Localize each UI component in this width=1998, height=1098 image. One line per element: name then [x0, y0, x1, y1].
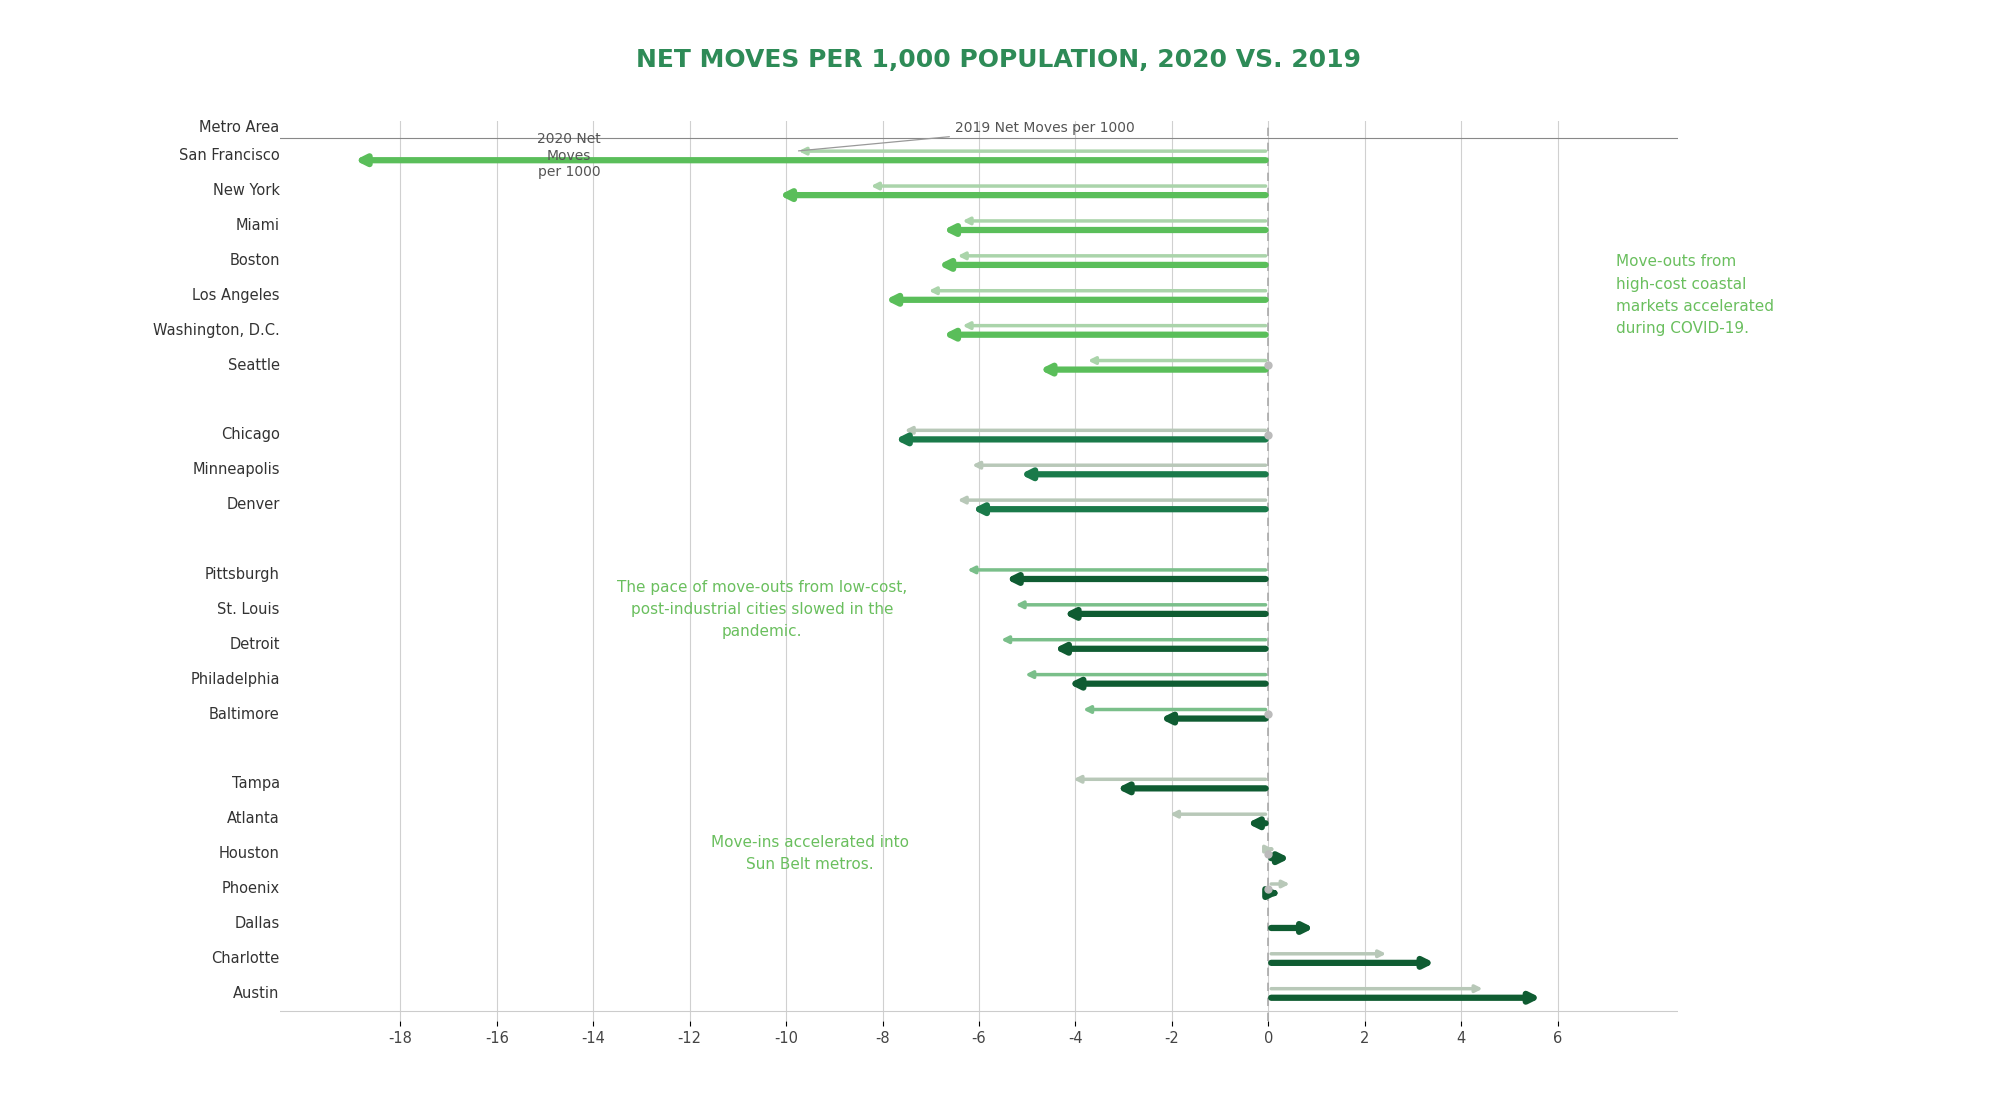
Text: 2019 Net Moves per 1000: 2019 Net Moves per 1000: [799, 121, 1135, 150]
Text: Seattle: Seattle: [228, 358, 280, 372]
Text: Metro Area: Metro Area: [200, 121, 280, 135]
Text: Los Angeles: Los Angeles: [192, 288, 280, 303]
Text: Detroit: Detroit: [230, 637, 280, 652]
Text: Houston: Houston: [220, 847, 280, 861]
Text: Charlotte: Charlotte: [212, 951, 280, 966]
Text: Philadelphia: Philadelphia: [190, 672, 280, 686]
Text: The pace of move-outs from low-cost,
post-industrial cities slowed in the
pandem: The pace of move-outs from low-cost, pos…: [617, 580, 907, 639]
Text: NET MOVES PER 1,000 POPULATION, 2020 VS. 2019: NET MOVES PER 1,000 POPULATION, 2020 VS.…: [637, 48, 1361, 72]
Text: St. Louis: St. Louis: [218, 602, 280, 617]
Text: San Francisco: San Francisco: [180, 148, 280, 164]
Text: Washington, D.C.: Washington, D.C.: [154, 323, 280, 338]
Text: Move-ins accelerated into
Sun Belt metros.: Move-ins accelerated into Sun Belt metro…: [711, 836, 909, 872]
Text: Miami: Miami: [236, 219, 280, 233]
Text: Austin: Austin: [234, 986, 280, 1000]
Text: 2020 Net
Moves
per 1000: 2020 Net Moves per 1000: [537, 133, 601, 179]
Text: Tampa: Tampa: [232, 776, 280, 792]
Text: Baltimore: Baltimore: [210, 706, 280, 721]
Text: Boston: Boston: [230, 253, 280, 268]
Text: Dallas: Dallas: [234, 916, 280, 931]
Text: Move-outs from
high-cost coastal
markets accelerated
during COVID-19.: Move-outs from high-cost coastal markets…: [1616, 255, 1774, 336]
Text: Minneapolis: Minneapolis: [192, 462, 280, 478]
Text: New York: New York: [212, 183, 280, 198]
Text: Atlanta: Atlanta: [228, 811, 280, 826]
Text: Phoenix: Phoenix: [222, 881, 280, 896]
Text: Denver: Denver: [226, 497, 280, 512]
Text: Chicago: Chicago: [222, 427, 280, 442]
Text: Pittsburgh: Pittsburgh: [206, 567, 280, 582]
